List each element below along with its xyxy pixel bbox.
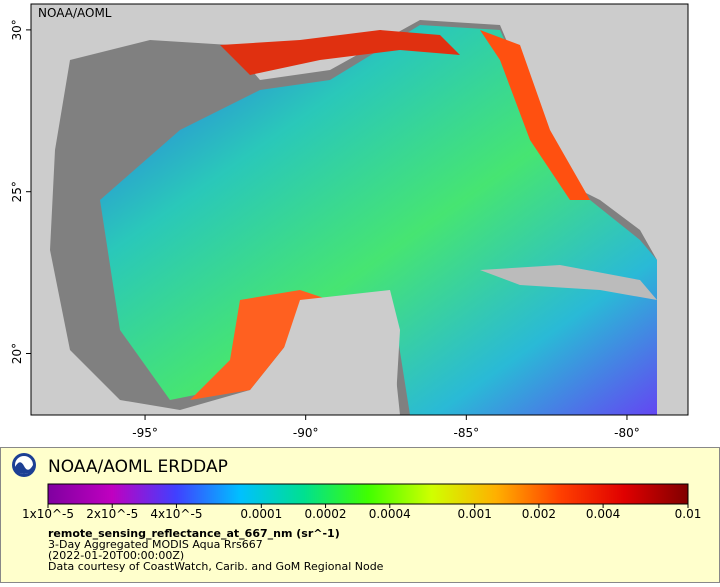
colorbar-tick-label: 4x10^-5 <box>150 507 202 521</box>
cuba <box>480 265 657 300</box>
coastal-high <box>480 30 590 200</box>
x-tick-label: -90° <box>293 426 319 440</box>
colorbar-tick-label: 2x10^-5 <box>86 507 138 521</box>
legend-title: NOAA/AOML ERDDAP <box>48 457 228 477</box>
colorbar-tick-label: 0.0004 <box>369 507 411 521</box>
colorbar-tick-label: 0.002 <box>522 507 556 521</box>
colorbar-tick-label: 0.001 <box>457 507 491 521</box>
colorbar-tick-label: 1x10^-5 <box>22 507 74 521</box>
colorbar-tick-label: 0.0001 <box>240 507 282 521</box>
x-tick-label: -80° <box>614 426 640 440</box>
x-tick-label: -95° <box>132 426 158 440</box>
logo-bird <box>15 462 33 474</box>
map-frame <box>30 3 689 416</box>
map-label: NOAA/AOML <box>38 6 112 20</box>
legend-line: Data courtesy of CoastWatch, Carib. and … <box>48 560 384 573</box>
x-tick-label: -85° <box>454 426 480 440</box>
y-tick-label: 20° <box>10 343 24 364</box>
map-area: NOAA/AOML <box>30 3 689 416</box>
colorbar-tick-label: 0.01 <box>675 507 702 521</box>
colorbar <box>47 483 689 505</box>
variable-name: remote_sensing_reflectance_at_667_nm (sr… <box>48 527 340 540</box>
y-tick-label: 30° <box>10 19 24 40</box>
y-tick-label: 25° <box>10 181 24 202</box>
legend-box <box>0 447 720 583</box>
noaa-logo <box>12 453 36 477</box>
label-bg <box>33 5 113 23</box>
legend-line: 3-Day Aggregated MODIS Aqua Rrs667 <box>48 538 263 551</box>
colorbar-tick-label: 0.0002 <box>305 507 347 521</box>
colorbar-tick-label: 0.004 <box>586 507 620 521</box>
yucatan <box>260 290 400 415</box>
legend-line: (2022-01-20T00:00:00Z) <box>48 549 184 562</box>
coastal-high <box>220 30 460 75</box>
